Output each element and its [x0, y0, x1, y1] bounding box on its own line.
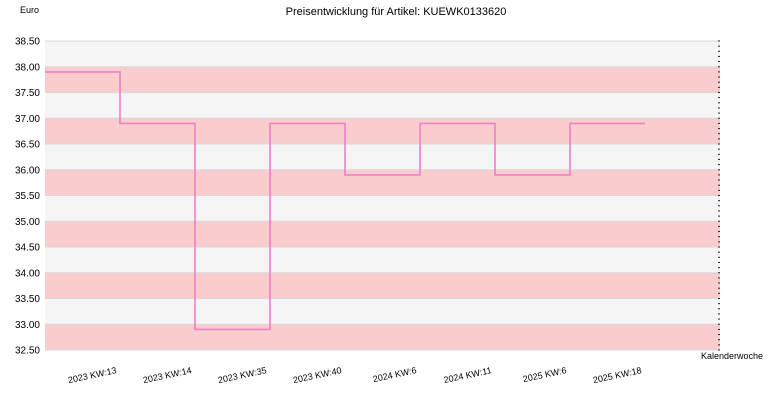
x-tick-label: 2025 KW:18 [592, 365, 642, 385]
y-tick-label: 35.50 [15, 191, 40, 202]
background-bands [45, 41, 720, 350]
background-band [45, 324, 720, 350]
background-band [45, 66, 720, 93]
background-band [45, 195, 720, 222]
x-tick-label: 2023 KW:13 [67, 365, 117, 385]
y-tick-label: 36.50 [15, 140, 40, 151]
background-band [45, 272, 720, 299]
background-band [45, 169, 720, 196]
background-band [45, 221, 720, 247]
x-tick-label: 2023 KW:40 [292, 365, 342, 385]
x-tick-label: 2025 KW:6 [522, 365, 567, 384]
y-axis-ticks: 32.50 33.00 33.50 34.00 34.50 35.00 35.50 36.00… [15, 37, 40, 357]
gridlines [45, 40, 720, 351]
background-band [45, 247, 720, 273]
y-tick-label: 33.00 [15, 320, 40, 331]
right-minor-ticks [718, 40, 720, 351]
y-tick-label: 35.00 [15, 217, 40, 228]
x-axis-ticks: 2023 KW:13 2023 KW:14 2023 KW:35 2023 KW:40… [67, 365, 642, 385]
y-tick-label: 34.00 [15, 268, 40, 279]
y-tick-label: 38.00 [15, 62, 40, 73]
x-axis-label: Kalenderwoche [701, 351, 763, 361]
series-line [45, 71, 645, 331]
background-band [45, 298, 720, 325]
chart-title: Preisentwicklung für Artikel: KUEWK01336… [286, 6, 507, 18]
background-band [45, 92, 720, 119]
y-tick-label: 36.00 [15, 165, 40, 176]
series-layer [45, 71, 645, 331]
background-band [45, 118, 720, 144]
y-axis-label: Euro [20, 5, 39, 15]
y-tick-label: 37.00 [15, 114, 40, 125]
y-tick-label: 38.50 [15, 37, 40, 48]
x-tick-label: 2023 KW:35 [217, 365, 267, 385]
background-band [45, 41, 720, 67]
y-tick-label: 32.50 [15, 346, 40, 357]
x-tick-label: 2023 KW:14 [142, 365, 192, 385]
y-tick-label: 33.50 [15, 294, 40, 305]
x-tick-label: 2024 KW:6 [372, 365, 417, 384]
x-tick-label: 2024 KW:11 [443, 365, 493, 385]
background-band [45, 144, 720, 170]
y-tick-label: 37.50 [15, 88, 40, 99]
y-tick-label: 34.50 [15, 243, 40, 254]
